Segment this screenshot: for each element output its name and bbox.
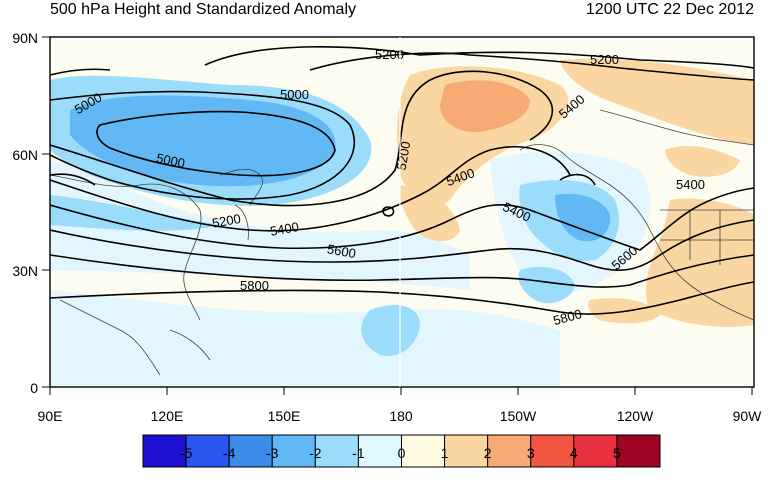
colorbar-swatch xyxy=(357,434,402,468)
colorbar-tick-label: -5 xyxy=(179,445,193,461)
colorbar-swatch xyxy=(487,434,532,468)
colorbar-tick-label: 5 xyxy=(613,445,621,461)
valid-time: 1200 UTC 22 Dec 2012 xyxy=(585,1,754,18)
contour-label: 5400 xyxy=(269,219,300,239)
height-contours xyxy=(50,46,754,315)
lat-label-30n: 30N xyxy=(12,263,38,279)
contour-label: 5000 xyxy=(155,150,186,171)
contour-label: 5600 xyxy=(326,241,357,261)
negative-anomaly-region xyxy=(555,193,611,242)
contour-label: 5200 xyxy=(375,47,404,62)
colorbar-swatch xyxy=(142,434,187,468)
negative-anomaly-region xyxy=(361,305,420,356)
contour-label: 5200 xyxy=(211,211,242,231)
lat-label-60n: 60N xyxy=(12,147,38,163)
colorbar xyxy=(142,434,661,468)
colorbar-tick-label: 2 xyxy=(483,445,492,461)
lon-label-180: 180 xyxy=(389,408,413,424)
lon-label-150e: 150E xyxy=(267,408,301,424)
positive-anomaly-region xyxy=(645,198,754,327)
anomaly-shading xyxy=(50,37,754,387)
colorbar-swatch xyxy=(314,434,359,468)
positive-anomaly-region xyxy=(560,58,754,145)
colorbar-swatch xyxy=(444,434,489,468)
colorbar-tick-label: -4 xyxy=(222,445,236,461)
lat-label-equator: 0 xyxy=(30,380,38,396)
contour-label: 5200 xyxy=(590,52,619,67)
colorbar-swatch xyxy=(401,434,446,468)
positive-anomaly-region xyxy=(665,145,740,177)
map-title: 500 hPa Height and Standardized Anomaly xyxy=(50,1,356,18)
colorbar-tick-label: -3 xyxy=(266,445,279,461)
colorbar-tick-label: 3 xyxy=(526,445,535,461)
positive-anomaly-region xyxy=(440,80,530,133)
lon-label-90e: 90E xyxy=(37,408,63,424)
positive-anomaly-region xyxy=(399,185,460,242)
negative-anomaly-region xyxy=(50,290,560,387)
colorbar-tick-label: 4 xyxy=(569,445,578,461)
contour-label: 5200 xyxy=(394,140,414,171)
contour-label: 5400 xyxy=(676,177,705,192)
colorbar-tick-label: -2 xyxy=(309,445,322,461)
negative-anomaly-region xyxy=(50,160,470,290)
lon-label-150w: 150W xyxy=(499,408,537,424)
colorbar-tick-label: -1 xyxy=(352,445,365,461)
lon-label-90w: 90W xyxy=(732,408,762,424)
negative-anomaly-region xyxy=(50,195,220,231)
colorbar-tick-label: 1 xyxy=(440,445,449,461)
contour-label: 5000 xyxy=(280,87,309,102)
lat-label-90n: 90N xyxy=(12,30,38,46)
colorbar-tick-label: 0 xyxy=(397,445,406,461)
contour-label: 5800 xyxy=(552,306,584,328)
colorbar-swatch xyxy=(616,434,661,468)
map-frame xyxy=(42,36,755,395)
negative-anomaly-region xyxy=(518,266,575,304)
lon-label-120e: 120E xyxy=(150,408,184,424)
lon-label-120w: 120W xyxy=(616,408,654,424)
contour-label: 5800 xyxy=(240,278,269,293)
colorbar-swatch xyxy=(271,434,316,468)
colorbar-swatch xyxy=(530,434,575,468)
